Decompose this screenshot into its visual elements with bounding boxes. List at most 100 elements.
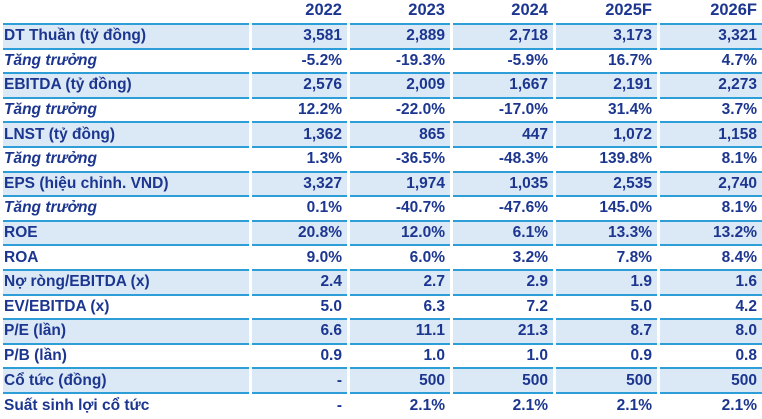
table-row: Suất sinh lợi cổ tức -2.1% 2.1% 2.1% 2.1% [3, 393, 762, 419]
cell-value: 1,072 [556, 123, 657, 148]
row-label: DT Thuần (tỷ đồng) [3, 25, 249, 50]
cell-value: 12.2% [252, 98, 347, 124]
cell-value: 2.1% [660, 393, 762, 419]
cell-value: 500 [350, 369, 450, 394]
table-row: EV/EBITDA (x) 5.0 6.3 7.2 5.0 4.2 [3, 295, 762, 321]
cell-value: 2,009 [350, 74, 450, 99]
cell-value: 11.1 [350, 320, 450, 345]
cell-value: 2.9 [453, 270, 553, 296]
cell-value: -5.2% [252, 49, 347, 75]
cell-value: 2,740 [660, 172, 762, 198]
cell-value: -36.5% [350, 147, 450, 173]
row-label: LNST (tỷ đồng) [3, 123, 249, 148]
cell-value: 6.0% [350, 246, 450, 271]
cell-value: 2.1% [350, 393, 450, 419]
table-row: EBITDA (tỷ đồng) 2,576 2,009 1,667 2,191 2,27… [3, 74, 762, 99]
row-label: Tăng trưởng [3, 197, 249, 222]
cell-value: 0.8 [660, 344, 762, 370]
cell-value: 6.3 [350, 295, 450, 321]
cell-value: 1,035 [453, 172, 553, 198]
row-label: EBITDA (tỷ đồng) [3, 74, 249, 99]
cell-value: 31.4% [556, 98, 657, 124]
cell-value: 500 [453, 369, 553, 394]
cell-value: 8.0 [660, 320, 762, 345]
cell-value: 2.1% [556, 393, 657, 419]
row-label: P/E (lần) [3, 320, 249, 345]
column-header-2023: 2023 [350, 0, 450, 25]
cell-value: 1.6 [660, 270, 762, 296]
cell-value: 1,362 [252, 123, 347, 148]
cell-value: 20.8% [252, 221, 347, 247]
cell-value: - [252, 369, 347, 394]
table-row: P/B (lần) 0.9 1.0 1.0 0.9 0.8 [3, 344, 762, 370]
table-row: DT Thuần (tỷ đồng) 3,581 2,889 2,718 3,173 3,… [3, 25, 762, 50]
table-row: Nợ ròng/EBITDA (x) 2.4 2.7 2.9 1.9 1.6 [3, 270, 762, 296]
row-label: Tăng trưởng [3, 147, 249, 173]
row-label: P/B (lần) [3, 344, 249, 370]
cell-value: 2,576 [252, 74, 347, 99]
cell-value: 2,191 [556, 74, 657, 99]
column-header-2024: 2024 [453, 0, 553, 25]
cell-value: 4.7% [660, 49, 762, 75]
cell-value: 1,667 [453, 74, 553, 99]
cell-value: 6.6 [252, 320, 347, 345]
cell-value: 1.9 [556, 270, 657, 296]
cell-value: 500 [556, 369, 657, 394]
cell-value: 1,974 [350, 172, 450, 198]
cell-value: 2,718 [453, 25, 553, 50]
cell-value: 3,173 [556, 25, 657, 50]
table-row: Tăng trưởng 0.1% -40.7% -47.6% 145.0% 8.1% [3, 197, 762, 222]
table-row: P/E (lần) 6.6 11.1 21.3 8.7 8.0 [3, 320, 762, 345]
table-row: Tăng trưởng -5.2% -19.3% -5.9% 16.7% 4.7% [3, 49, 762, 75]
cell-value: 12.0% [350, 221, 450, 247]
cell-value: 5.0 [252, 295, 347, 321]
cell-value: 2.1% [453, 393, 553, 419]
row-label: EV/EBITDA (x) [3, 295, 249, 321]
cell-value: -40.7% [350, 197, 450, 222]
cell-value: 2,889 [350, 25, 450, 50]
cell-value: -48.3% [453, 147, 553, 173]
cell-value: 6.1% [453, 221, 553, 247]
cell-value: 9.0% [252, 246, 347, 271]
cell-value: 2.7 [350, 270, 450, 296]
row-label: Cổ tức (đồng) [3, 369, 249, 394]
column-header-2026f: 2026F [660, 0, 762, 25]
column-header-2022: 2022 [252, 0, 347, 25]
cell-value: 0.9 [252, 344, 347, 370]
cell-value: 865 [350, 123, 450, 148]
cell-value: 139.8% [556, 147, 657, 173]
table-row: Cổ tức (đồng) -500 500 500 500 [3, 369, 762, 394]
cell-value: 16.7% [556, 49, 657, 75]
cell-value: 2,273 [660, 74, 762, 99]
cell-value: 4.2 [660, 295, 762, 321]
row-label: Suất sinh lợi cổ tức [3, 393, 249, 419]
cell-value: 2,535 [556, 172, 657, 198]
row-label: ROE [3, 221, 249, 247]
cell-value: 8.1% [660, 147, 762, 173]
cell-value: 3.2% [453, 246, 553, 271]
table-row: ROA 9.0% 6.0% 3.2% 7.8% 8.4% [3, 246, 762, 271]
cell-value: 3,581 [252, 25, 347, 50]
cell-value: 0.1% [252, 197, 347, 222]
cell-value: 8.1% [660, 197, 762, 222]
cell-value: 5.0 [556, 295, 657, 321]
cell-value: 7.2 [453, 295, 553, 321]
cell-value: 1.3% [252, 147, 347, 173]
cell-value: - [252, 393, 347, 419]
cell-value: 3,327 [252, 172, 347, 198]
cell-value: 8.7 [556, 320, 657, 345]
row-label: EPS (hiệu chỉnh. VND) [3, 172, 249, 198]
table-body: DT Thuần (tỷ đồng) 3,581 2,889 2,718 3,173 3,… [3, 25, 762, 419]
cell-value: 1.0 [453, 344, 553, 370]
corner-header [3, 0, 249, 25]
cell-value: 3.7% [660, 98, 762, 124]
cell-value: 8.4% [660, 246, 762, 271]
column-header-2025f: 2025F [556, 0, 657, 25]
cell-value: 447 [453, 123, 553, 148]
cell-value: 13.2% [660, 221, 762, 247]
table-row: Tăng trưởng 12.2% -22.0% -17.0% 31.4% 3.7% [3, 98, 762, 124]
cell-value: 21.3 [453, 320, 553, 345]
table-row: Tăng trưởng 1.3% -36.5% -48.3% 139.8% 8.1% [3, 147, 762, 173]
table-row: EPS (hiệu chỉnh. VND) 3,327 1,974 1,035 2,53… [3, 172, 762, 198]
